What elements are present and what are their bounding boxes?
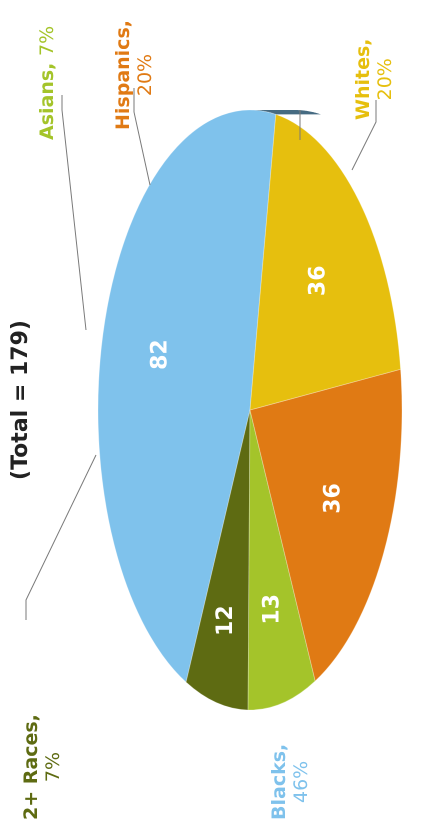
leader-whites	[351, 100, 377, 171]
pie-slice-asians	[247, 409, 316, 711]
leader-2plus-races	[25, 454, 97, 620]
label-blacks-name: Blacks	[268, 750, 290, 820]
value-label-3: 36	[320, 483, 345, 514]
label-hispanics-name: Hispanics	[112, 27, 134, 130]
label-asians-percent: 7%	[36, 25, 58, 56]
pie-slice-hispanics	[249, 368, 403, 682]
label-hispanics-percent: 20%	[134, 53, 156, 97]
label-asians: Asians, 7%	[36, 25, 58, 140]
value-label-2: 13	[260, 594, 285, 625]
leader-asians	[61, 95, 87, 331]
chart-subtitle: (Total = 179)	[8, 320, 33, 480]
pie-side-walls	[250, 110, 321, 115]
label-hispanics: Hispanics, 20%	[112, 20, 156, 130]
value-label-0: 82	[148, 339, 173, 370]
pie-slice-blacks	[97, 109, 277, 683]
label-2plus-races-name: 2+ Races	[20, 721, 42, 820]
leader-hispanics	[133, 88, 151, 186]
label-blacks: Blacks, 46%	[268, 743, 312, 820]
label-blacks-percent: 46%	[290, 760, 312, 803]
pie-top	[97, 109, 403, 711]
label-2plus-races: 2+ Races, 7%	[20, 714, 64, 820]
pie-side-0	[250, 110, 321, 115]
value-label-1: 12	[213, 605, 238, 636]
label-whites: Whites, 20%	[352, 38, 396, 121]
label-whites-percent: 20%	[374, 58, 396, 101]
label-asians-name: Asians	[36, 69, 58, 140]
pie-value-labels: 82 12 13 36 36	[25, 88, 377, 636]
label-2plus-races-percent: 7%	[42, 751, 64, 783]
pie-slice-whites	[249, 113, 402, 411]
value-label-4: 36	[305, 265, 330, 296]
label-whites-name: Whites	[352, 45, 374, 120]
pie-slice-2-races	[185, 409, 251, 711]
